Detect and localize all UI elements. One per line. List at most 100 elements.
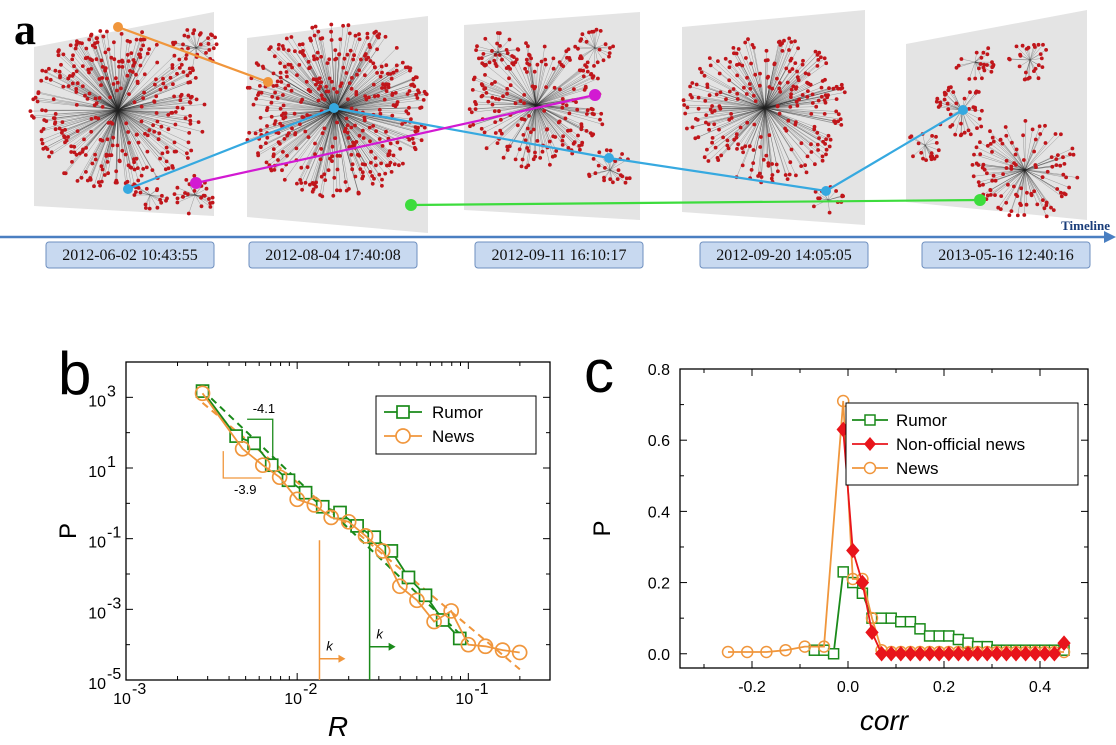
network-node bbox=[359, 57, 363, 62]
network-node bbox=[355, 72, 359, 77]
network-node bbox=[99, 179, 104, 184]
network-node bbox=[611, 44, 615, 49]
data-point-rumor bbox=[904, 615, 917, 628]
network-node bbox=[141, 96, 146, 100]
network-node bbox=[120, 60, 125, 64]
network-node bbox=[74, 69, 79, 74]
network-node bbox=[696, 135, 701, 140]
network-node bbox=[66, 135, 70, 139]
network-node bbox=[280, 44, 285, 48]
network-node bbox=[319, 80, 324, 85]
network-node bbox=[53, 68, 58, 73]
network-node bbox=[591, 157, 596, 161]
network-node bbox=[823, 93, 828, 97]
network-node bbox=[170, 66, 175, 70]
data-point-news bbox=[289, 491, 306, 508]
network-node bbox=[181, 42, 185, 47]
network-node bbox=[129, 165, 134, 170]
network-node bbox=[580, 32, 585, 37]
network-node bbox=[105, 160, 110, 164]
network-node bbox=[335, 153, 340, 158]
network-node bbox=[159, 200, 164, 205]
network-node bbox=[335, 167, 340, 172]
network-node bbox=[275, 96, 280, 101]
network-node bbox=[713, 145, 718, 150]
network-node bbox=[413, 129, 418, 134]
network-node bbox=[283, 111, 288, 116]
network-node bbox=[155, 119, 160, 124]
network-node bbox=[578, 56, 582, 61]
network-node bbox=[515, 47, 520, 51]
data-point-news bbox=[836, 394, 850, 408]
threshold-label-2: k bbox=[376, 627, 384, 642]
network-node bbox=[306, 135, 311, 140]
network-node bbox=[777, 111, 782, 116]
network-node bbox=[564, 103, 569, 108]
network-node bbox=[311, 54, 316, 59]
network-node bbox=[974, 50, 979, 55]
network-node bbox=[1015, 194, 1020, 199]
network-node bbox=[112, 57, 117, 62]
network-node bbox=[1001, 172, 1005, 177]
network-node bbox=[71, 72, 76, 76]
network-node bbox=[326, 168, 331, 173]
network-node bbox=[315, 56, 319, 61]
network-node bbox=[706, 159, 711, 163]
network-node bbox=[191, 31, 196, 36]
network-node bbox=[777, 39, 782, 44]
network-node bbox=[131, 63, 136, 68]
network-node bbox=[543, 57, 548, 62]
network-node bbox=[735, 73, 740, 78]
network-node bbox=[155, 205, 160, 210]
network-node bbox=[1042, 206, 1047, 211]
network-node bbox=[578, 147, 582, 152]
network-node bbox=[349, 125, 354, 130]
network-node bbox=[325, 61, 330, 65]
network-node bbox=[172, 149, 177, 154]
network-node bbox=[728, 60, 732, 64]
network-node bbox=[272, 122, 277, 126]
network-node bbox=[44, 69, 48, 74]
network-node bbox=[261, 66, 266, 70]
network-node bbox=[962, 130, 967, 135]
network-node bbox=[404, 109, 409, 114]
data-point-news bbox=[721, 645, 735, 659]
network-node bbox=[801, 58, 805, 63]
network-node bbox=[158, 87, 163, 92]
network-node bbox=[192, 173, 197, 178]
network-edges bbox=[575, 29, 614, 66]
network-node bbox=[132, 157, 136, 162]
network-node bbox=[815, 130, 820, 135]
network-node bbox=[190, 66, 195, 71]
network-node bbox=[823, 77, 827, 82]
network-node bbox=[477, 56, 481, 61]
network-node bbox=[1024, 202, 1029, 207]
data-point-non-official-news bbox=[980, 645, 994, 662]
network-node bbox=[582, 88, 587, 92]
network-node bbox=[308, 65, 312, 70]
network-node bbox=[204, 51, 208, 55]
network-node bbox=[201, 193, 206, 198]
network-node bbox=[281, 103, 286, 108]
timestamp-text: 2013-05-16 12:40:16 bbox=[938, 247, 1074, 264]
network-node bbox=[794, 99, 799, 104]
network-node bbox=[386, 82, 391, 87]
network-node bbox=[1044, 214, 1049, 219]
network-node bbox=[380, 86, 384, 90]
network-node bbox=[93, 157, 98, 162]
timestamp-boxes: 2012-06-02 10:43:55 2012-08-04 17:40:08 20… bbox=[45, 241, 1091, 269]
network-node bbox=[383, 171, 388, 176]
network-node bbox=[419, 138, 424, 143]
network-node bbox=[618, 173, 623, 178]
network-node bbox=[150, 168, 155, 173]
network-node bbox=[74, 90, 79, 94]
network-node bbox=[1022, 213, 1027, 217]
network-node bbox=[209, 32, 213, 37]
network-node bbox=[480, 83, 485, 88]
network-node bbox=[187, 100, 192, 104]
network-node bbox=[153, 82, 157, 87]
network-node bbox=[258, 128, 263, 133]
network-node bbox=[365, 35, 370, 40]
network-node bbox=[1004, 158, 1009, 163]
network-node bbox=[47, 66, 51, 71]
